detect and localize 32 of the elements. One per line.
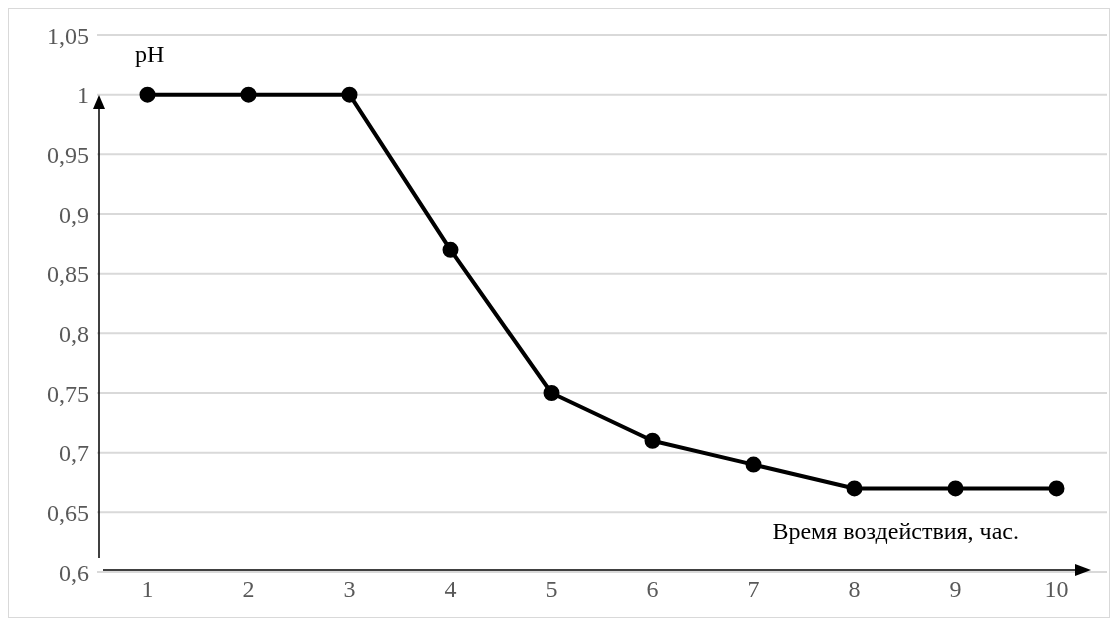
point xyxy=(341,86,358,103)
y-tick-label: 0,7 xyxy=(59,440,89,467)
y-tick-label: 0,95 xyxy=(47,141,89,168)
y-tick-label: 0,85 xyxy=(47,261,89,288)
y-tick-label: 0,8 xyxy=(59,320,89,347)
point xyxy=(745,456,762,473)
x-tick-label: 8 xyxy=(848,576,861,603)
x-tick-label: 1 xyxy=(141,576,154,603)
point xyxy=(644,432,661,449)
point xyxy=(543,385,560,401)
y-tick-label: 0,75 xyxy=(47,380,89,407)
y-axis-title: pH xyxy=(135,41,165,68)
y-tick-label: 0,65 xyxy=(47,499,89,526)
y-tick-label: 0,6 xyxy=(59,559,89,586)
point xyxy=(139,86,156,103)
x-tick-label: 5 xyxy=(545,576,558,603)
point xyxy=(846,480,863,497)
x-tick-label: 4 xyxy=(444,576,457,603)
x-tick-label: 3 xyxy=(343,576,356,603)
x-tick-label: 2 xyxy=(242,576,255,603)
point xyxy=(947,480,964,497)
x-tick-label: 7 xyxy=(747,576,760,603)
x-axis-title: Время воздействия, час. xyxy=(772,518,1019,545)
x-tick-label: 9 xyxy=(949,576,962,603)
x-tick-label: 10 xyxy=(1044,576,1069,603)
y-tick-label: 0,9 xyxy=(59,201,89,228)
point xyxy=(240,86,257,103)
x-tick-label: 6 xyxy=(646,576,659,603)
y-tick-label: 1,05 xyxy=(47,22,89,49)
point xyxy=(442,241,459,258)
point xyxy=(1048,480,1065,497)
y-tick-label: 1 xyxy=(77,82,89,109)
